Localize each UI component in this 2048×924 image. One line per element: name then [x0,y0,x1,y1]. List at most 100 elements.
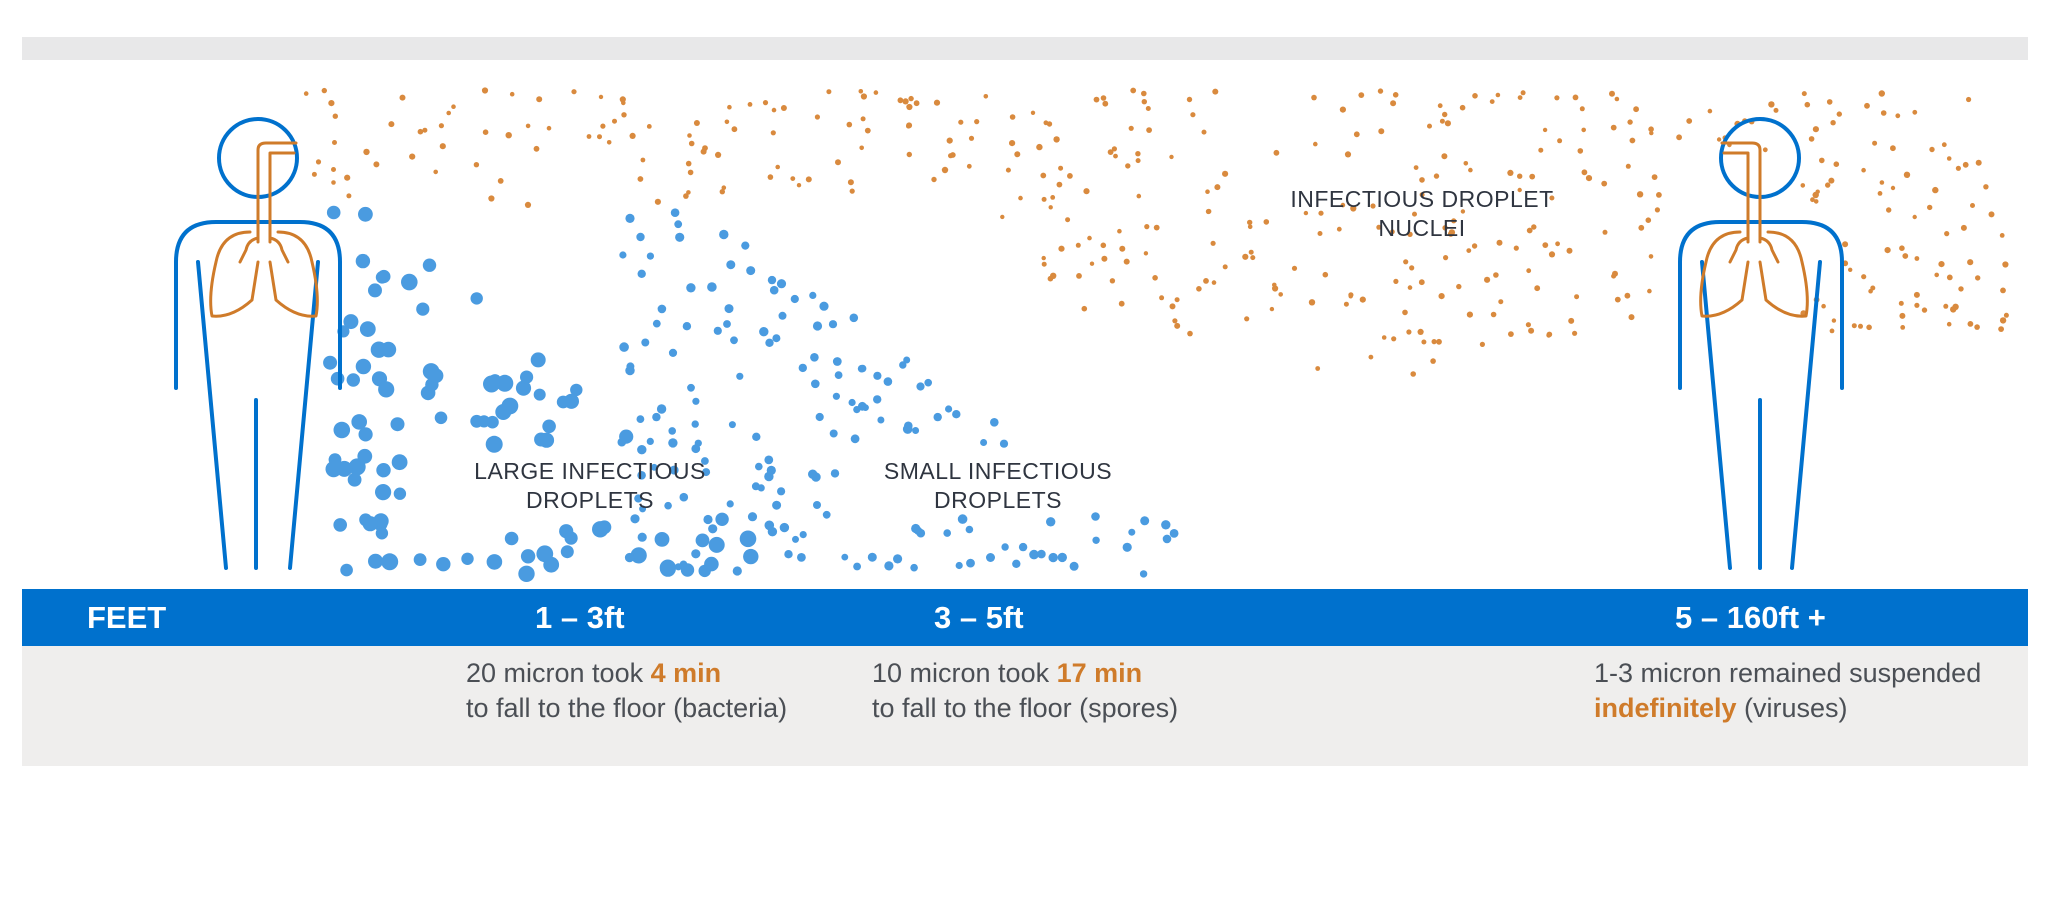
droplet-dot [808,469,818,479]
droplet-dot [764,455,774,465]
droplet-dot [598,94,604,100]
droplet-dot [1528,327,1535,334]
droplet-dot [739,530,757,548]
droplet-dot [1436,338,1442,345]
droplet-dot [375,271,389,284]
droplet-dot [1122,542,1132,552]
droplet-dot [1145,106,1151,111]
droplet-dot [1932,186,1939,194]
droplet-dot [1489,99,1495,104]
droplet-dot [1005,167,1011,173]
droplet-dot [767,275,777,285]
droplet-dot [688,140,695,147]
droplet-dot [1092,536,1100,544]
droplet-dot [1762,147,1768,153]
droplet-dot [1048,552,1058,563]
droplet-dot [1187,330,1193,337]
droplet-dot [1000,214,1005,220]
droplet-dot [702,468,711,477]
droplet-dot [765,338,774,347]
droplet-dot [990,418,999,427]
droplet-dot [413,553,427,566]
droplet-dot [1113,153,1118,159]
droplet-dot [1117,228,1122,234]
droplet-dot [621,112,627,118]
droplet-dot [393,487,407,500]
droplet-dot [853,406,861,414]
distance-bar: FEET 1 – 3ft 3 – 5ft 5 – 160ft + [22,589,2028,646]
note-text: 10 micron took [872,658,1057,688]
droplet-dot [1001,543,1009,551]
droplet-dot [1629,137,1636,144]
droplet-dot [1409,265,1415,271]
droplet-dot [736,372,744,380]
droplet-dot [1353,131,1360,138]
droplet-dot [422,127,428,133]
label-line: NUCLEI [1378,215,1466,241]
droplet-dot [351,414,368,430]
droplet-dot [1579,106,1585,112]
droplet-dot [525,123,531,129]
droplet-dot [1872,140,1878,146]
droplet-dot [1036,143,1043,151]
range-1-3ft: 1 – 3ft [535,600,625,635]
droplet-dot [835,159,841,166]
droplet-dot [908,95,914,102]
droplet-dot [858,89,864,94]
droplet-dot [1549,195,1555,201]
droplet-dot [1946,321,1952,327]
note-line: 20 micron took 4 min [466,656,787,691]
droplet-dot [451,104,456,109]
droplet-dot [1403,259,1409,265]
droplet-dot [1649,130,1654,136]
note-text: 20 micron took [466,658,651,688]
droplet-dot [752,432,761,441]
droplet-dot [764,520,775,531]
droplet-dot [1381,335,1387,340]
droplet-dot [636,415,645,423]
droplet-dot [1308,299,1316,306]
droplet-dot [1836,111,1843,117]
droplet-dot [1498,299,1504,305]
droplet-dot [481,87,489,94]
droplet-dot [1861,274,1867,280]
droplet-dot [682,322,692,331]
droplet-dot [811,379,820,389]
droplet-dot [1247,219,1253,226]
droplet-dot [983,94,989,99]
droplet-dot [416,302,430,316]
droplet-dot [1407,285,1413,290]
droplet-dot [346,193,352,199]
droplet-dot [619,342,629,352]
droplet-dot [883,377,893,386]
note-line: to fall to the floor (spores) [872,693,1179,723]
droplet-dot [505,132,512,139]
droplet-dot [630,514,640,524]
droplet-dot [340,563,353,577]
droplet-dot [332,113,338,119]
droplet-dot [679,560,688,569]
droplet-dot [1517,173,1523,179]
note-line: 10 micron took 17 min [872,656,1178,691]
droplet-dot [355,253,371,269]
droplet-dot [1336,226,1342,232]
droplet-dot [1141,90,1147,97]
droplet-dot [933,412,942,422]
droplet-dot [1870,285,1876,291]
droplet-dot [713,326,722,335]
droplet-dot [1851,323,1857,329]
droplet-dot [637,176,644,182]
droplet-dot [708,536,725,553]
droplet-dot [986,553,995,562]
droplet-dot [504,531,519,546]
note-line: to fall to the floor (bacteria) [466,693,788,723]
droplet-dot [1602,229,1608,235]
droplet-dot [933,99,941,106]
droplet-dot [759,327,769,337]
droplet-dot [1496,239,1503,246]
droplet-dot [323,355,338,370]
droplet-dot [654,532,670,547]
droplet-dot [1109,278,1116,284]
droplet-dot [1128,528,1136,536]
droplet-dot [1089,261,1095,266]
